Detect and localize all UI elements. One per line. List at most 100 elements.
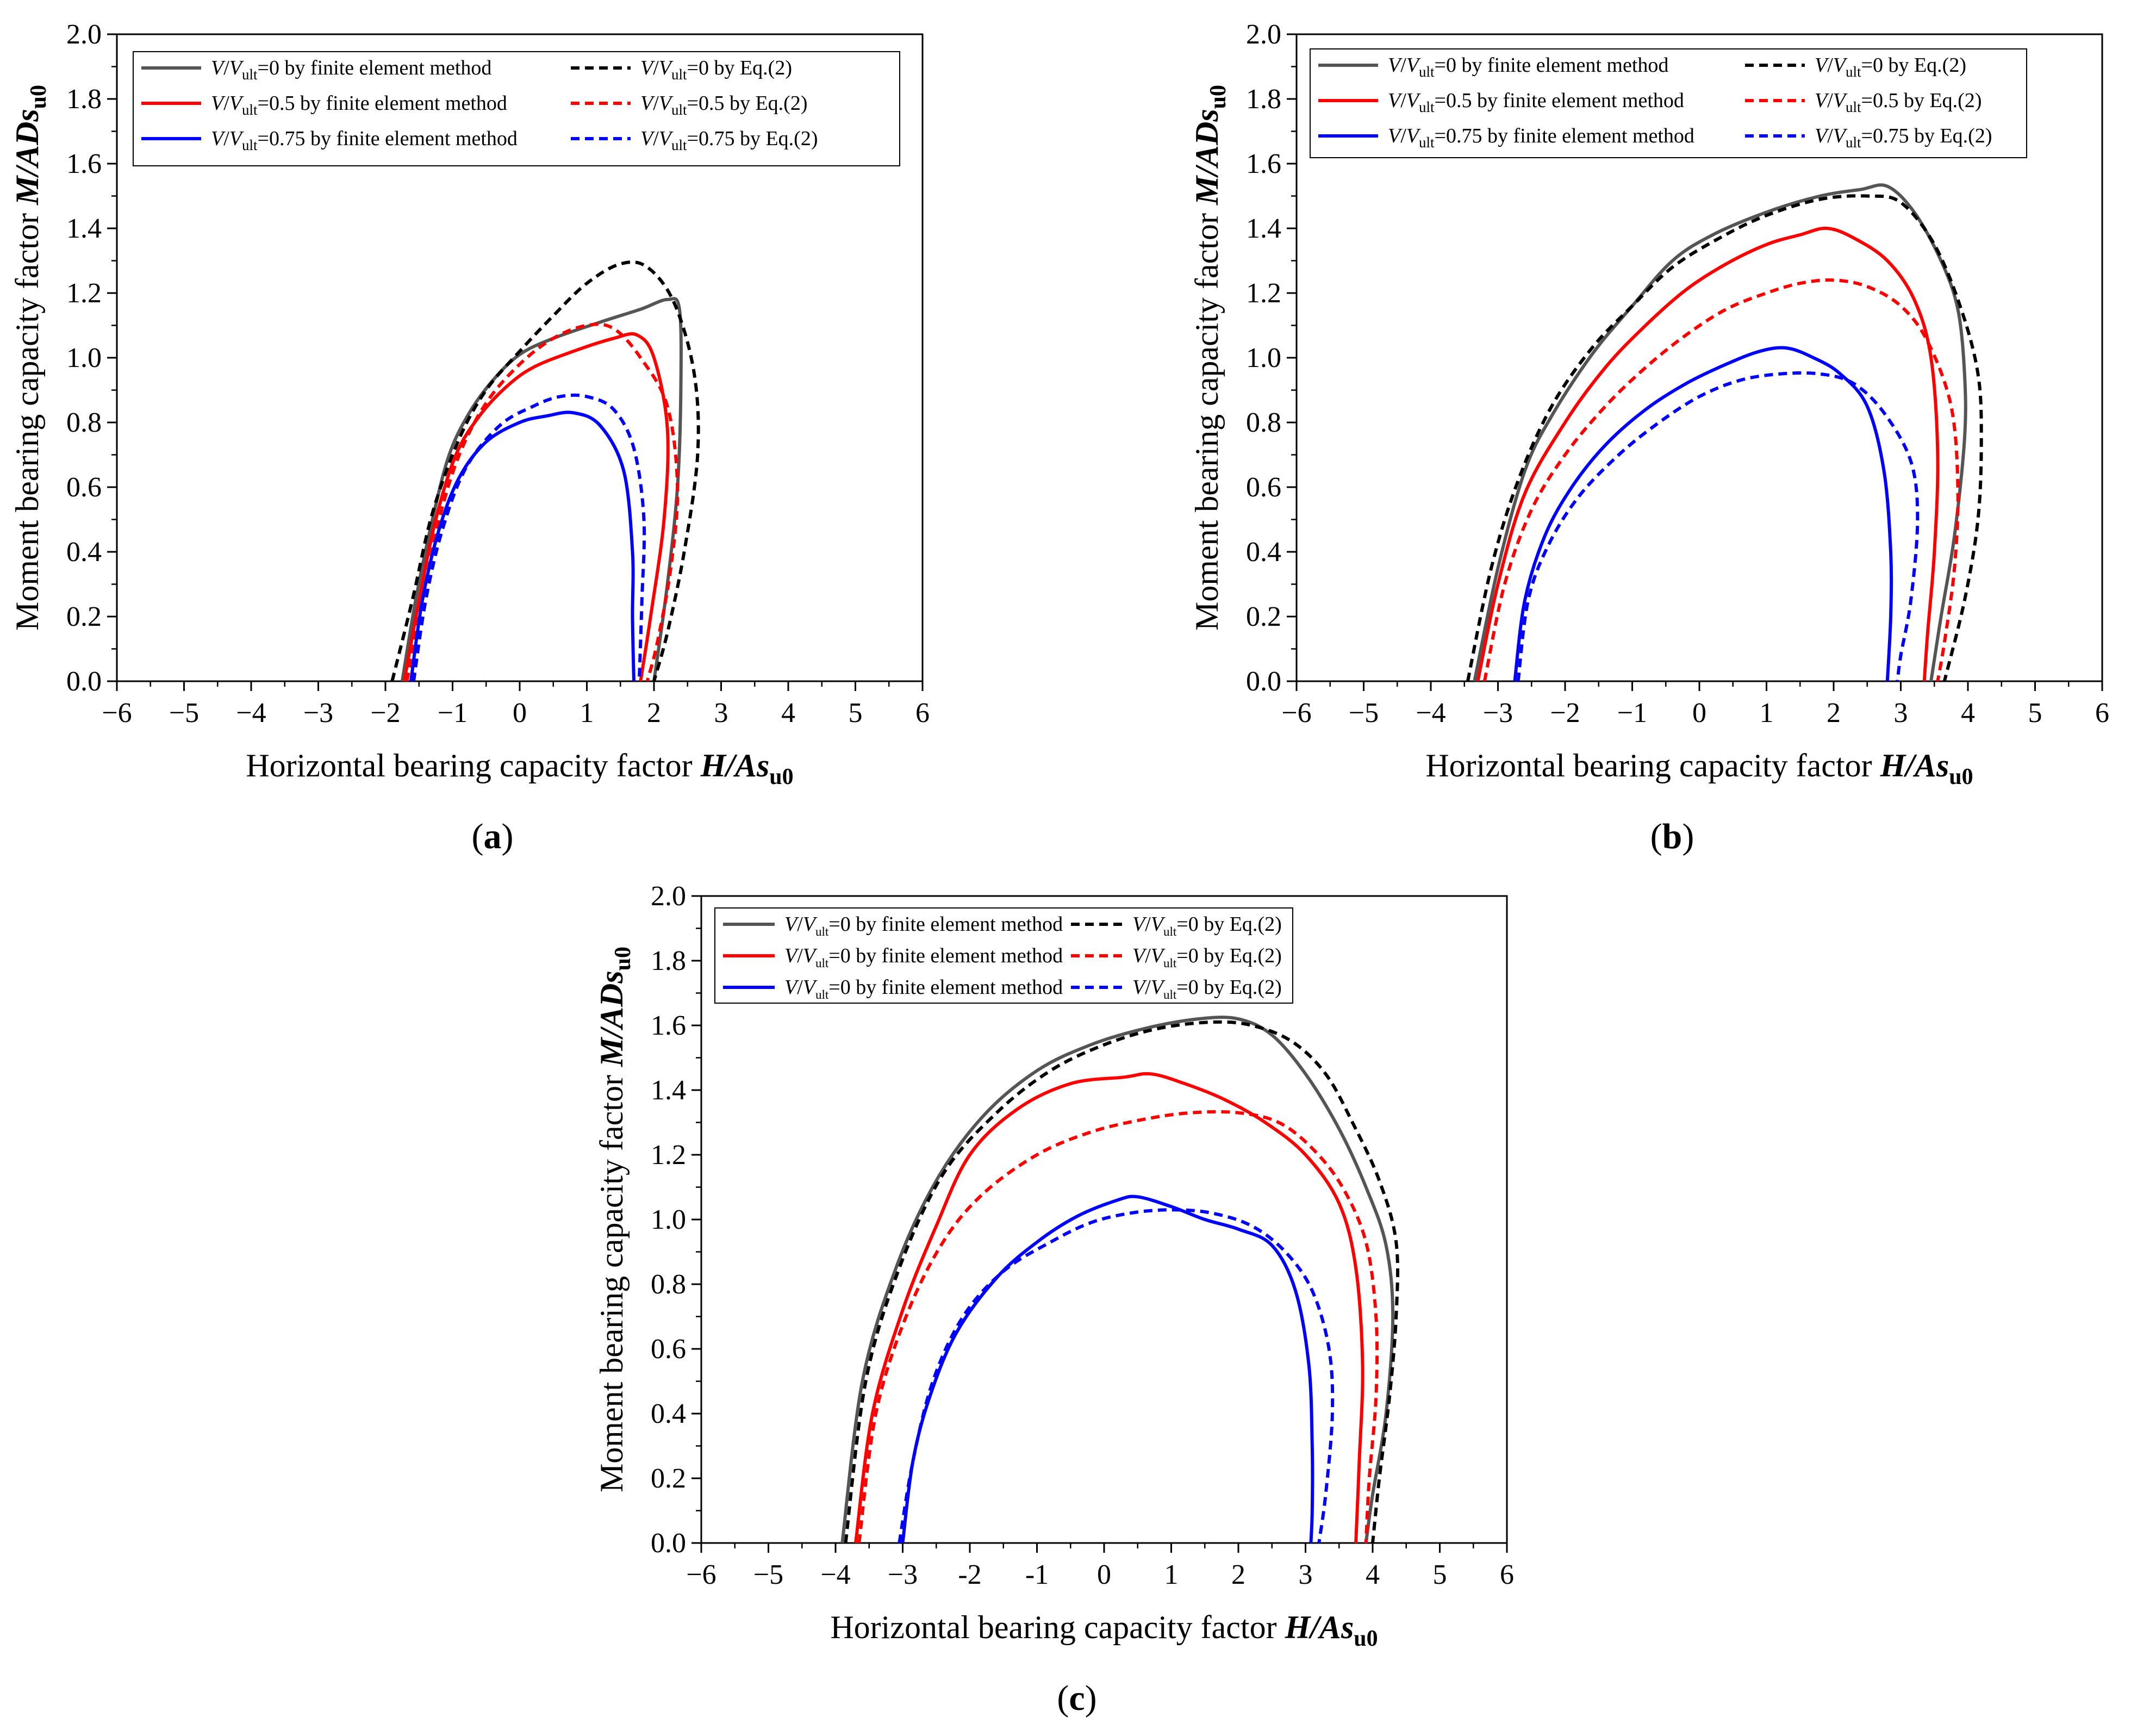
- legend-v2: V: [229, 92, 244, 115]
- y-tick-label: 1.6: [1246, 148, 1281, 179]
- x-tick-label: -2: [958, 1559, 981, 1590]
- x-tick-label: −2: [1550, 698, 1580, 729]
- legend-v: V: [1132, 976, 1147, 999]
- x-axis-title-text: Horizontal bearing capacity factor: [830, 1609, 1285, 1645]
- chart-panel-b: −6 −5 −4 −3 −2 −1 0 1 2 3 4 5 6 0.0 0.2 0.4 0.6 0.8 1.0 1.2…: [1189, 19, 2109, 856]
- panel-label-letter: a: [484, 817, 502, 856]
- y-tick-label: 0.4: [66, 537, 102, 568]
- legend-entry-1: V/Vult=0 by Eq.(2): [1132, 913, 1282, 938]
- legend-v2: V: [1151, 913, 1166, 936]
- legend-v2: V: [659, 57, 674, 79]
- x-axis-title: Horizontal bearing capacity factor H/Asu…: [830, 1609, 1378, 1651]
- x-tick-label: 4: [1366, 1559, 1380, 1590]
- legend-entry-5: V/Vult=0.75 by Eq.(2): [1815, 125, 1992, 151]
- y-tick-label: 0.4: [1246, 537, 1281, 568]
- x-axis-title-text: Horizontal bearing capacity factor: [1425, 748, 1880, 783]
- x-axis-title-subscript: u0: [1354, 1626, 1378, 1651]
- x-axis-title-subscript: u0: [769, 764, 793, 789]
- y-tick-label: 1.4: [651, 1075, 686, 1106]
- curves: [1466, 183, 1983, 681]
- legend-slash: /: [797, 913, 803, 936]
- legend-v: V: [640, 57, 655, 79]
- legend-v: V: [1132, 913, 1147, 936]
- legend-v: V: [784, 913, 799, 936]
- series-line-b-5: [1516, 371, 1920, 681]
- series-line-b-1: [1466, 194, 1983, 681]
- x-tick-label: 4: [1961, 698, 1975, 729]
- legend-v: V: [640, 127, 655, 150]
- legend-post: =0 by finite element method: [828, 976, 1063, 999]
- x-tick-label: −4: [820, 1559, 850, 1590]
- y-tick-label: 1.4: [1246, 213, 1281, 244]
- legend-slash: /: [1400, 89, 1406, 112]
- y-tick-label: 1.0: [1246, 343, 1281, 374]
- legend-v: V: [784, 976, 799, 999]
- x-tick-label: −6: [1281, 698, 1311, 729]
- legend-post: =0 by finite element method: [258, 57, 492, 79]
- y-tick-label: 1.8: [1246, 84, 1281, 115]
- x-tick-label: −3: [1483, 698, 1513, 729]
- legend-sub: ult: [671, 66, 687, 83]
- legend-entry-3: V/Vult=0.5 by Eq.(2): [1815, 89, 1982, 115]
- legend-post: =0 by Eq.(2): [1176, 976, 1281, 999]
- legend-sub: ult: [1419, 64, 1435, 80]
- y-tick-label: 1.0: [66, 343, 102, 374]
- panel-label-paren: (: [1650, 817, 1662, 856]
- legend-sub: ult: [671, 137, 687, 153]
- x-tick-label: 0: [1097, 1559, 1111, 1590]
- series-line-c-2: [854, 1072, 1364, 1543]
- legend: V/Vult=0 by finite element method V/Vult=…: [714, 907, 1293, 1004]
- y-tick-label: 1.2: [66, 278, 102, 309]
- panel-label-paren: ): [502, 817, 514, 856]
- y-tick-label: 0.8: [66, 407, 102, 438]
- y-tick-label: 2.0: [1246, 19, 1281, 50]
- x-tick-label: −3: [888, 1559, 918, 1590]
- x-tick-label: 2: [1827, 698, 1841, 729]
- legend-post: =0 by finite element method: [828, 913, 1063, 936]
- legend-v: V: [1815, 89, 1829, 112]
- legend-slash: /: [223, 57, 229, 79]
- legend-post: =0.75 by finite element method: [1435, 125, 1694, 147]
- x-tick-label: 0: [513, 698, 527, 729]
- y-tick-label: 1.8: [66, 84, 102, 115]
- series-line-c-4: [901, 1194, 1314, 1543]
- legend-slash: /: [797, 944, 803, 967]
- legend-sub: ult: [1846, 99, 1861, 115]
- legend-post: =0.75 by Eq.(2): [1861, 125, 1992, 147]
- y-tick-label: 1.4: [66, 213, 102, 244]
- legend-v2: V: [1151, 976, 1166, 999]
- panel-label-letter: c: [1069, 1678, 1085, 1718]
- x-tick-label: 2: [1231, 1559, 1245, 1590]
- x-tick-label: −1: [438, 698, 468, 729]
- x-tick-label: −6: [102, 698, 132, 729]
- legend-slash: /: [653, 127, 659, 150]
- legend-v: V: [1388, 89, 1403, 112]
- y-tick-label: 0.2: [66, 601, 102, 632]
- x-axis-title-symbol: H/As: [1285, 1609, 1354, 1645]
- legend-v2: V: [1406, 89, 1421, 112]
- series-line-c-5: [898, 1208, 1335, 1543]
- y-axis-title-subscript: u0: [26, 85, 51, 109]
- x-tick-label: −6: [686, 1559, 716, 1590]
- series-line-b-0: [1473, 183, 1967, 681]
- x-tick-label: −5: [1349, 698, 1379, 729]
- legend-sub: ult: [1846, 64, 1861, 80]
- y-tick-label: 0.0: [1246, 666, 1281, 697]
- panel-label-paren: (: [472, 817, 484, 856]
- legend-v2: V: [803, 913, 818, 936]
- x-tick-label: 1: [580, 698, 594, 729]
- series-line-a-5: [412, 393, 646, 681]
- y-tick-label: 0.2: [1246, 601, 1281, 632]
- series-line-b-3: [1482, 278, 1960, 681]
- legend-v2: V: [803, 944, 818, 967]
- x-tick-label: −1: [1617, 698, 1647, 729]
- y-axis-title-symbol: M/ADs: [9, 109, 45, 206]
- y-tick-label: 0.2: [651, 1463, 686, 1494]
- y-tick-label: 2.0: [651, 881, 686, 912]
- series-line-b-4: [1513, 346, 1893, 681]
- legend-post: =0.75 by Eq.(2): [687, 127, 818, 150]
- legend-slash: /: [1827, 125, 1833, 147]
- y-axis-title-symbol: M/ADs: [594, 970, 630, 1067]
- series-line-a-1: [390, 260, 700, 681]
- y-tick-label: 1.8: [651, 945, 686, 976]
